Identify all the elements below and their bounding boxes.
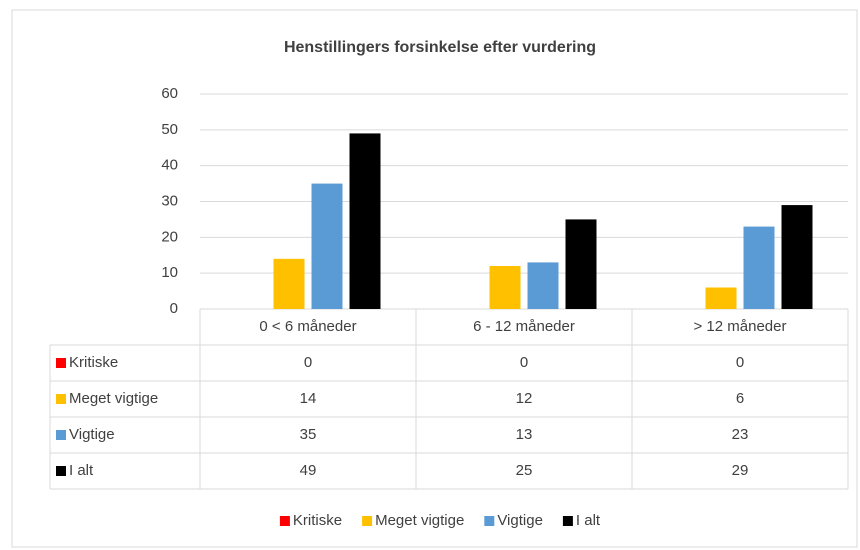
table-value: 25 bbox=[516, 462, 533, 479]
bar bbox=[349, 133, 381, 309]
bar bbox=[565, 219, 597, 309]
legend-label: I alt bbox=[576, 512, 601, 529]
table-row-label: Kritiske bbox=[69, 354, 118, 371]
table-value: 23 bbox=[732, 426, 749, 443]
legend-swatch bbox=[56, 358, 66, 368]
y-tick-label: 10 bbox=[161, 264, 178, 281]
bar bbox=[273, 258, 305, 309]
bar bbox=[489, 266, 521, 309]
table-row-label: Vigtige bbox=[69, 426, 115, 443]
table-value: 0 bbox=[520, 354, 528, 371]
table-row-label: Meget vigtige bbox=[69, 390, 158, 407]
table-value: 6 bbox=[736, 390, 744, 407]
legend-swatch bbox=[279, 516, 290, 526]
x-tick-label: 6 - 12 måneder bbox=[473, 318, 575, 335]
legend-swatch bbox=[56, 466, 66, 476]
y-tick-label: 30 bbox=[161, 192, 178, 209]
legend-swatch bbox=[484, 516, 495, 526]
table-value: 35 bbox=[300, 426, 317, 443]
legend-swatch bbox=[56, 394, 66, 404]
table-value: 12 bbox=[516, 390, 533, 407]
y-tick-label: 40 bbox=[161, 157, 178, 174]
bar bbox=[743, 226, 775, 309]
y-tick-label: 50 bbox=[161, 121, 178, 138]
y-tick-label: 20 bbox=[161, 228, 178, 245]
legend-swatch bbox=[562, 516, 573, 526]
table-value: 49 bbox=[300, 462, 317, 479]
x-tick-label: 0 < 6 måneder bbox=[259, 318, 356, 335]
table-value: 14 bbox=[300, 390, 317, 407]
legend-label: Meget vigtige bbox=[375, 512, 464, 529]
legend-label: Kritiske bbox=[293, 512, 342, 529]
y-tick-label: 60 bbox=[161, 85, 178, 102]
x-tick-label: > 12 måneder bbox=[694, 318, 787, 335]
chart-frame bbox=[11, 9, 858, 548]
table-value: 29 bbox=[732, 462, 749, 479]
chart-title: Henstillingers forsinkelse efter vurderi… bbox=[284, 39, 596, 56]
table-value: 0 bbox=[304, 354, 312, 371]
bar bbox=[311, 183, 343, 309]
bar bbox=[527, 262, 559, 309]
table-row-label: I alt bbox=[69, 462, 94, 479]
bar bbox=[781, 205, 813, 309]
table-value: 13 bbox=[516, 426, 533, 443]
bar bbox=[705, 287, 737, 309]
legend-swatch bbox=[362, 516, 373, 526]
legend-label: Vigtige bbox=[497, 512, 543, 529]
y-tick-label: 0 bbox=[170, 300, 178, 317]
legend-swatch bbox=[56, 430, 66, 440]
table-value: 0 bbox=[736, 354, 744, 371]
